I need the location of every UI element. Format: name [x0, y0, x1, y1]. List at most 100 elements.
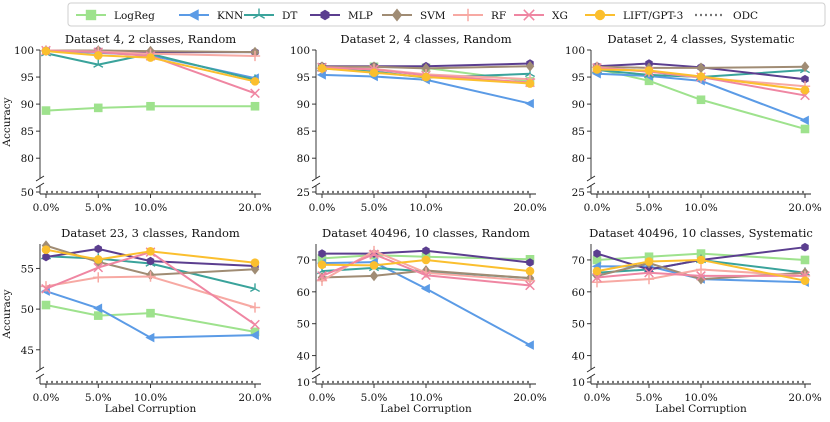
data-point-logreg — [250, 101, 260, 111]
data-point-rf — [524, 275, 536, 286]
panel-1: Dataset 4, 2 classes, Random 80 85 90 95 100 5… — [1, 32, 272, 214]
data-point-xg — [644, 267, 654, 278]
data-point-rf — [249, 50, 261, 62]
x-tick-label: 0.0% — [584, 392, 611, 404]
data-point-svm — [250, 263, 260, 275]
data-point-mlp — [42, 252, 50, 262]
data-point-svm — [592, 270, 602, 282]
y-tick-label: 50 — [21, 304, 34, 316]
data-point-logreg — [592, 255, 602, 265]
data-point-lift-gpt-3 — [644, 257, 654, 266]
data-point-xg — [250, 319, 260, 330]
data-point-lift-gpt-3 — [317, 260, 327, 270]
legend-item-mlp: MLP — [310, 9, 373, 22]
data-point-logreg — [146, 308, 155, 318]
y-tick-label: 95 — [297, 72, 310, 84]
y-tick-label: 90 — [572, 99, 585, 111]
x-tick-label: 0.0% — [309, 392, 336, 404]
data-point-logreg — [696, 249, 706, 258]
data-point-knn — [249, 330, 259, 340]
legend-marker-knn — [187, 9, 199, 21]
series-line-rf — [45, 275, 256, 309]
y-tick-label: 100 — [565, 45, 585, 57]
panel-3: Dataset 2, 4 classes, Systematic 80 85 90 95… — [565, 32, 822, 214]
data-point-dt — [249, 283, 261, 293]
y-tick-label: 85 — [297, 126, 310, 138]
legend-item-odc: ODC — [695, 10, 758, 22]
data-point-logreg — [800, 124, 810, 134]
y-tick-label: 70 — [572, 255, 585, 267]
y-tick-label: 25 — [297, 187, 310, 199]
y-tick-label: 80 — [21, 153, 34, 165]
legend-label-mlp: MLP — [348, 10, 373, 22]
data-point-knn — [316, 70, 326, 80]
y-tick-label: 80 — [297, 153, 310, 165]
legend-label-rf: RF — [491, 10, 506, 22]
series-line-knn — [596, 72, 806, 122]
series-logreg — [592, 249, 810, 265]
y-tick-label: 70 — [297, 255, 310, 267]
data-point-logreg — [696, 95, 706, 105]
series-line-lift-gpt-3 — [596, 258, 806, 282]
x-tick-label: 20.0% — [788, 392, 821, 404]
legend-label-svm: SVM — [420, 10, 446, 22]
x-tick-label: 20.0% — [788, 202, 821, 214]
data-point-mlp — [318, 249, 326, 258]
legend-marker-svm — [391, 8, 403, 22]
data-point-xg — [41, 283, 51, 294]
x-tick-label: 10.0% — [684, 392, 717, 404]
y-tick-label: 95 — [21, 72, 34, 84]
legend-item-dt: DT — [244, 8, 297, 22]
y-tick-label: 45 — [21, 345, 34, 357]
series-lift-gpt-3 — [592, 255, 810, 285]
x-tick-label: 10.0% — [409, 392, 442, 404]
data-point-xg — [369, 249, 379, 260]
legend-label-knn: KNN — [217, 10, 243, 22]
y-tick-label: 55 — [21, 263, 34, 275]
data-point-lift-gpt-3 — [317, 64, 327, 73]
data-point-mlp — [94, 244, 102, 254]
legend-item-logreg: LogReg — [76, 9, 155, 22]
y-tick-label: 90 — [21, 99, 34, 111]
series-lift-gpt-3 — [317, 255, 535, 276]
data-point-logreg — [41, 300, 51, 310]
data-point-lift-gpt-3 — [696, 255, 706, 265]
data-point-knn — [145, 332, 155, 343]
data-point-rf — [316, 275, 328, 286]
series-line-xg — [45, 49, 256, 95]
series-line-dt — [45, 255, 256, 290]
data-point-knn — [524, 98, 534, 109]
data-point-rf — [145, 271, 156, 282]
data-point-lift-gpt-3 — [250, 77, 260, 86]
data-point-lift-gpt-3 — [592, 266, 602, 276]
x-tick-label: 20.0% — [513, 202, 546, 214]
x-tick-label: 5.0% — [85, 202, 112, 214]
data-point-mlp — [801, 242, 809, 252]
series-line-mlp — [322, 249, 531, 264]
series-logreg — [41, 300, 260, 337]
data-point-knn — [420, 283, 430, 294]
data-point-svm — [369, 270, 379, 282]
data-point-logreg — [93, 103, 103, 113]
x-tick-label: 20.0% — [513, 392, 546, 404]
series-lift-gpt-3 — [592, 65, 810, 95]
legend-marker-xg — [523, 9, 535, 21]
series-logreg — [41, 101, 260, 115]
data-point-knn — [524, 340, 534, 350]
y-tick-label: 85 — [21, 126, 34, 138]
x-tick-label: 5.0% — [636, 392, 663, 404]
legend-marker-mlp — [320, 9, 330, 21]
series-line-svm — [321, 269, 531, 280]
y-tick-label: 10 — [572, 377, 585, 389]
data-point-svm — [696, 62, 706, 74]
series-line-lift-gpt-3 — [321, 258, 531, 273]
data-point-mlp — [146, 256, 155, 266]
data-point-xg — [592, 272, 602, 283]
data-point-lift-gpt-3 — [592, 65, 602, 74]
y-axis-break — [311, 175, 321, 189]
data-point-svm — [696, 273, 706, 285]
series-line-knn — [45, 290, 256, 339]
y-axis-label: Accuracy — [1, 97, 13, 147]
data-point-logreg — [93, 311, 103, 320]
data-point-svm — [525, 60, 535, 72]
